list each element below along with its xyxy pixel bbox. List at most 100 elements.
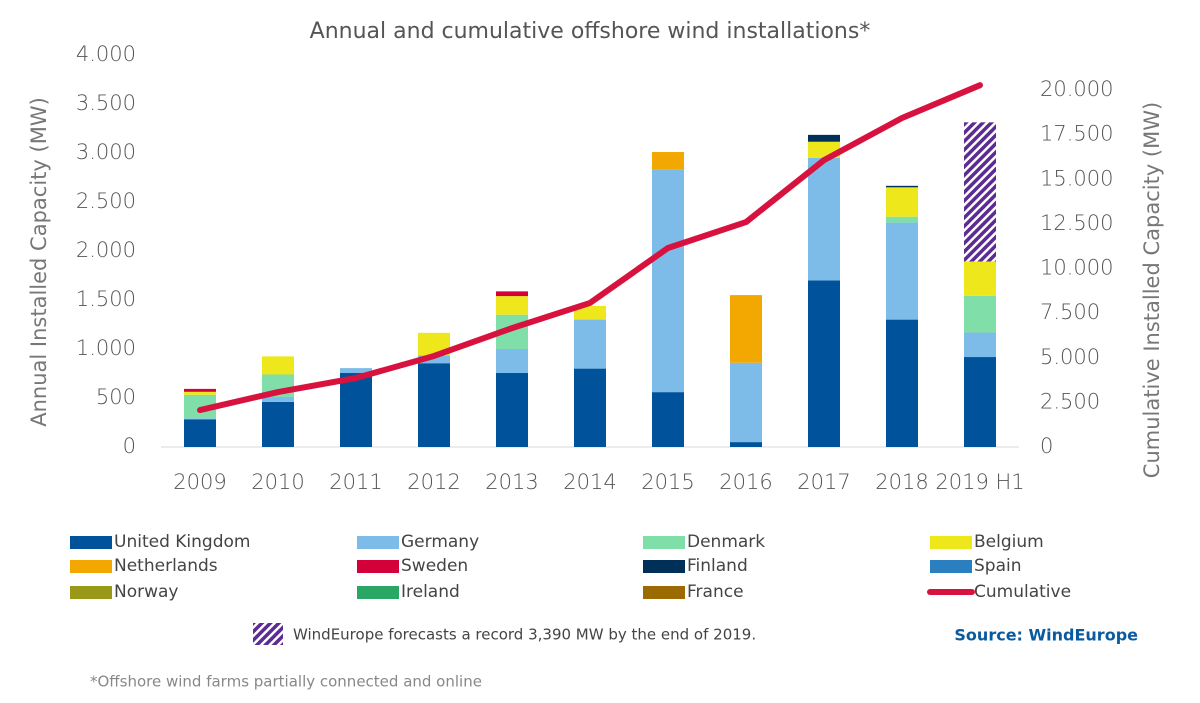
y2-tick-label: 7.500 <box>1040 300 1100 324</box>
y2-tick-label: 20.000 <box>1040 77 1113 101</box>
bar-segment <box>730 295 762 363</box>
bar-segment <box>496 373 528 447</box>
bar-segment <box>418 332 450 356</box>
bar-segment <box>808 157 840 281</box>
bar-segment <box>574 305 606 320</box>
legend-label: Ireland <box>401 582 460 602</box>
y2-tick-label: 5.000 <box>1040 345 1100 369</box>
legend-swatch <box>357 536 399 549</box>
bar-segment <box>184 388 216 392</box>
y-tick-label: 2.000 <box>76 238 136 262</box>
legend-swatch <box>70 586 112 599</box>
legend-swatch <box>70 560 112 573</box>
bar-segment <box>262 356 294 375</box>
bar-segment <box>496 291 528 297</box>
y-axis-title: Annual Installed Capacity (MW) <box>27 97 51 427</box>
bar-segment <box>964 261 996 296</box>
legend-swatch <box>930 536 972 549</box>
bar-segment <box>886 187 918 217</box>
legend-swatch <box>643 560 685 573</box>
legend-swatch <box>357 586 399 599</box>
y2-tick-label: 2.500 <box>1040 389 1100 413</box>
y2-tick-label: 12.500 <box>1040 211 1113 235</box>
legend-swatch <box>357 560 399 573</box>
y2-tick-label: 0 <box>1040 434 1053 458</box>
line-series <box>197 82 983 414</box>
bar-segment <box>730 442 762 447</box>
bar-segment <box>574 368 606 447</box>
bar-segment <box>886 185 918 188</box>
bar-segment <box>184 419 216 447</box>
x-tick-label: 2013 <box>485 470 538 494</box>
bar-segment <box>340 368 372 374</box>
x-tick-label: 2016 <box>719 470 772 494</box>
bar-segment <box>340 373 372 447</box>
bar-segment <box>808 280 840 447</box>
footnote: *Offshore wind farms partially connected… <box>90 673 482 691</box>
bar-segment <box>418 355 450 364</box>
y2-tick-label: 17.500 <box>1040 122 1113 146</box>
legend-label: Finland <box>687 556 748 576</box>
legend-label: Netherlands <box>114 556 218 576</box>
bar-segment <box>886 216 918 223</box>
bar-segment <box>808 134 840 142</box>
y2-axis-title: Cumulative Installed Capacity (MW) <box>1140 102 1164 478</box>
y-tick-label: 1.000 <box>76 336 136 360</box>
bar-segment <box>886 319 918 447</box>
x-tick-label: 2010 <box>251 470 304 494</box>
legend-label: Denmark <box>687 532 765 552</box>
legend-label: WindEurope forecasts a record 3,390 MW b… <box>293 626 756 644</box>
x-tick-label: 2015 <box>641 470 694 494</box>
legend-label: United Kingdom <box>114 532 250 552</box>
y2-tick-label: 15.000 <box>1040 166 1113 190</box>
bar-segment <box>652 169 684 393</box>
bar-segment <box>574 319 606 369</box>
bar-segment <box>262 397 294 402</box>
bar-segment <box>964 295 996 333</box>
legend-label: France <box>687 582 744 602</box>
bar-segment <box>184 418 216 420</box>
source: Source: WindEurope <box>954 626 1138 645</box>
y2-tick-label: 10.000 <box>1040 256 1113 280</box>
y-tick-label: 3.000 <box>76 140 136 164</box>
legend-swatch <box>930 560 972 573</box>
legend-swatch <box>70 536 112 549</box>
x-tick-label: 2019 H1 <box>935 470 1024 494</box>
chart-title: Annual and cumulative offshore wind inst… <box>310 19 871 44</box>
x-tick-label: 2011 <box>329 470 382 494</box>
bar-segment <box>184 391 216 395</box>
bar-segment <box>964 122 996 262</box>
y-tick-label: 3.500 <box>76 91 136 115</box>
bar-segment <box>496 296 528 315</box>
x-tick-label: 2017 <box>797 470 850 494</box>
legend-swatch <box>643 586 685 599</box>
x-tick-label: 2018 <box>875 470 928 494</box>
bar-segment <box>652 392 684 447</box>
legend-label: Germany <box>401 532 479 552</box>
bar-segment <box>418 363 450 447</box>
legend-label: Cumulative <box>974 582 1071 602</box>
y-tick-label: 0 <box>123 434 136 458</box>
legend-swatch <box>253 623 283 645</box>
bar-segment <box>184 394 216 419</box>
bar-segment <box>964 332 996 358</box>
y-tick-label: 4.000 <box>76 42 136 66</box>
x-tick-label: 2014 <box>563 470 616 494</box>
legend-label: Spain <box>974 556 1022 576</box>
y-tick-label: 2.500 <box>76 189 136 213</box>
bar-segment <box>964 357 996 447</box>
bar-segment <box>652 152 684 170</box>
legend-label: Sweden <box>401 556 468 576</box>
x-tick-label: 2009 <box>173 470 226 494</box>
bar-segment <box>886 222 918 320</box>
bar-segment <box>730 362 762 443</box>
bar-segment <box>262 401 294 447</box>
legend-label: Norway <box>114 582 179 602</box>
y-tick-label: 1.500 <box>76 287 136 311</box>
legend-label: Belgium <box>974 532 1044 552</box>
bar-segment <box>496 349 528 374</box>
legend-swatch <box>643 536 685 549</box>
y-tick-label: 500 <box>96 385 136 409</box>
x-tick-label: 2012 <box>407 470 460 494</box>
